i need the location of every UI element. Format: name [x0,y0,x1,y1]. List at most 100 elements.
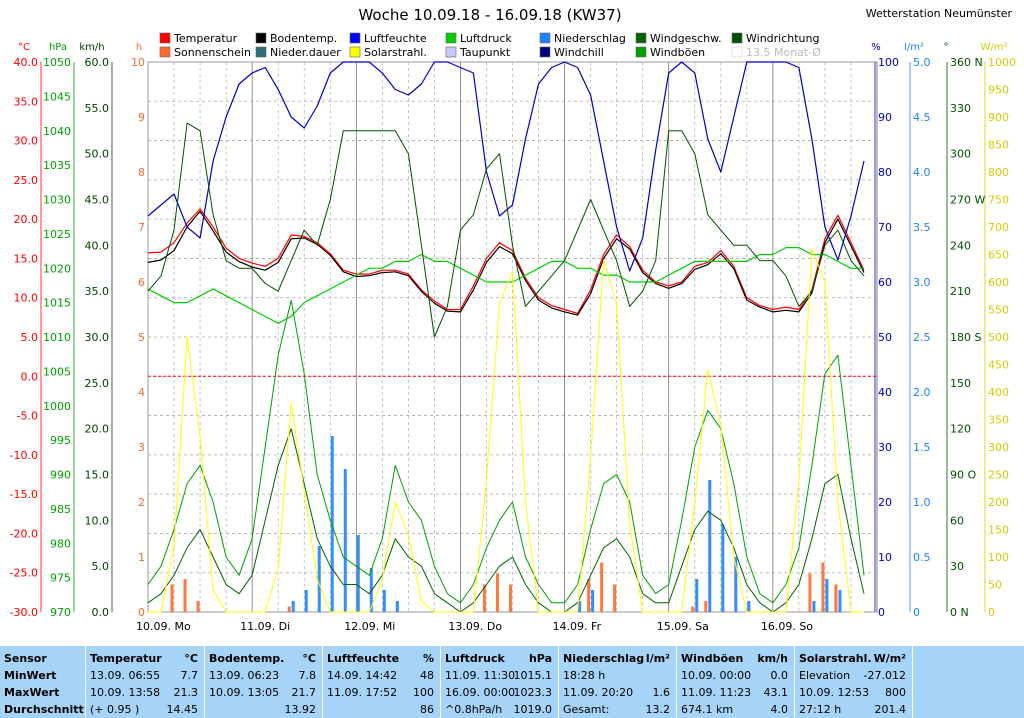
stats-cell-label: 11.09. 17:52 [327,686,398,699]
axis-unit-solar: W/m² [980,42,1007,53]
axis-tick-pressure: 995 [50,434,71,447]
legend-label: Solarstrahl. [364,46,427,59]
stats-row: 13.92 [209,701,317,718]
stats-row: MinWert [4,667,79,684]
axis-tick-wind: 10.0 [85,514,110,527]
stats-column: Solarstrahl. W/m² Elevation -27.012 10.09. 1… [795,646,913,718]
stats-cell-label: 18:28 h [563,669,606,682]
series-line-temperatur [147,208,865,314]
stats-cell-label: 10.09. 13:58 [90,686,161,699]
legend-swatch [255,46,267,58]
stats-cell-value: 13.92 [284,703,317,716]
stats-column: Niederschlag l/m² 18:28 h 11.09. 20:20 1.6 Ge… [559,646,677,718]
series-line-windben [147,299,865,604]
axis-tick-temp: 35.0 [14,95,39,108]
axis-tick-winddir: 300 [950,148,971,161]
axis-tick-temp: 0.0 [21,370,39,383]
stats-row: MaxWert [4,684,79,701]
axis-tick-solar: 450 [988,359,1009,372]
stats-row: Gesamt: 13.2 [563,701,670,718]
axis-tick-solar: 800 [988,166,1009,179]
stats-row: 16.09. 00:00 1023.3 [445,684,552,701]
axis-tick-sun: 4 [138,386,145,399]
bar-niederschlag [825,579,829,612]
axis-tick-winddir: 90 O [950,469,976,482]
stats-unit: % [422,652,434,665]
axis-tick-solar: 0 [988,606,995,619]
axis-tick-humidity: 80 [878,166,892,179]
stats-header-row: Bodentemp. °C [209,650,316,667]
axis-tick-solar: 850 [988,139,1009,152]
axis-tick-rain: 0 [913,606,920,619]
axis-tick-temp: 30.0 [14,135,39,148]
axis-tick-sun: 7 [138,221,145,234]
stats-row: 11.09. 17:52 100 [327,684,434,701]
axis-tick-pressure: 1025 [43,228,71,241]
legend-label: Sonnenschein [174,46,251,59]
stats-header: Bodentemp. [209,652,285,665]
axis-unit-sun: h [136,42,142,53]
bar-sonnenschein [482,584,486,612]
bar-sonnenschein [704,601,708,612]
series-line-bodentemp [147,210,865,316]
stats-column: Luftfeuchte% 14.09. 14:42 48 11.09. 17:52 10… [323,646,441,718]
axis-tick-pressure: 1030 [43,194,71,207]
stats-header-row: Sensor [4,650,79,667]
bar-niederschlag [721,524,725,612]
axis-tick-humidity: 40 [878,386,892,399]
axis-tick-humidity: 50 [878,331,892,344]
axis-tick-solar: 200 [988,496,1009,509]
axis-tick-humidity: 20 [878,496,892,509]
axis-tick-pressure: 1035 [43,159,71,172]
day-label: 10.09. Mo [136,620,191,633]
stats-unit: °C [302,652,316,665]
bar-sonnenschein [821,562,825,612]
stats-header-row: Luftfeuchte% [327,650,434,667]
axis-unit-winddir: ° [944,42,949,53]
stats-header: Temperatur [90,652,162,665]
axis-tick-sun: 10 [131,56,145,69]
stats-cell-value: 1015.1 [513,669,553,682]
axis-tick-rain: 3.5 [913,221,931,234]
stats-unit: km/h [757,652,788,665]
legend-label: Niederschlag [554,32,626,45]
station-name: Wetterstation Neumünster [866,7,1013,20]
axis-tick-humidity: 100 [878,56,899,69]
stats-column: Bodentemp. °C 13.09. 06:23 7.8 10.09. 13:05 2… [205,646,323,718]
axis-tick-sun: 5 [138,331,145,344]
axis-tick-sun: 1 [138,551,145,564]
axis-tick-humidity: 0 [878,606,885,619]
axis-tick-sun: 9 [138,111,145,124]
axis-tick-rain: 4.5 [913,111,931,124]
day-label: 12.09. Mi [344,620,395,633]
stats-cell-value: 0.0 [770,669,789,682]
bar-sonnenschein [691,606,695,612]
legend-label: Windböen [650,46,705,59]
axis-tick-solar: 500 [988,331,1009,344]
stats-cell-value: 13.2 [645,703,671,716]
axis-tick-solar: 150 [988,524,1009,537]
stats-cell-label: Gesamt: [563,703,610,716]
axis-unit-humidity: % [871,42,881,53]
axis-tick-humidity: 30 [878,441,892,454]
axis-tick-winddir: 150 [950,377,971,390]
stats-unit: hPa [528,652,552,665]
series-line-solarstrahl [148,248,864,613]
stats-row: 13.09. 06:23 7.8 [209,667,316,684]
day-label: 13.09. Do [448,620,502,633]
stats-cell-value: 1023.3 [513,686,553,699]
stats-row: 27:12 h 201.4 [799,701,906,718]
axis-tick-solar: 950 [988,84,1009,97]
stats-row: Elevation -27.012 [799,667,906,684]
legend-swatch [635,32,647,44]
legend-swatch [731,32,743,44]
stats-header-row: Temperatur °C [90,650,198,667]
axis-tick-winddir: 240 [950,239,971,252]
stats-row: 11.09. 11:23 43.1 [681,684,788,701]
bar-niederschlag [578,601,582,612]
axis-tick-wind: 40.0 [85,239,110,252]
axis-tick-rain: 1.0 [913,496,931,509]
axis-tick-wind: 5.0 [92,560,110,573]
axis-tick-solar: 300 [988,441,1009,454]
series-line-windgeschw [147,428,865,613]
